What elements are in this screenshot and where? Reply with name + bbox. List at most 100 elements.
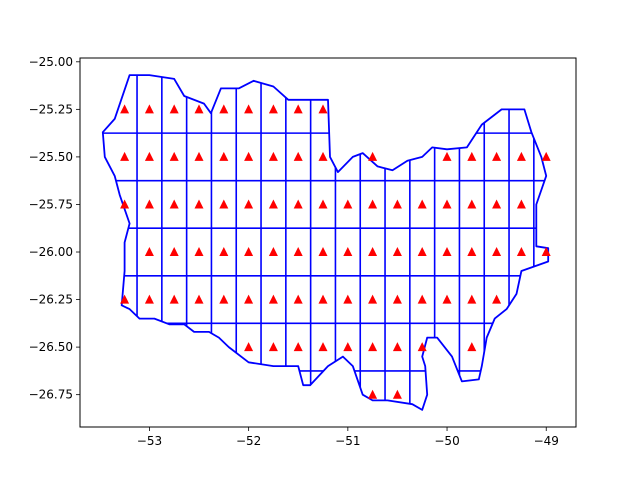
data-point-marker — [144, 247, 154, 256]
data-point-marker — [318, 294, 328, 304]
data-point-marker — [368, 247, 378, 256]
data-point-marker — [442, 247, 452, 256]
data-point-marker — [219, 151, 229, 161]
data-point-marker — [120, 199, 130, 209]
data-point-marker — [169, 151, 179, 161]
x-tick-label: −50 — [434, 434, 459, 448]
data-point-marker — [293, 342, 303, 352]
data-point-marker — [442, 151, 452, 161]
data-point-marker — [120, 294, 130, 304]
data-point-marker — [194, 199, 204, 209]
data-point-marker — [343, 294, 353, 304]
x-tick-label: −53 — [137, 434, 162, 448]
data-point-marker — [318, 342, 328, 352]
data-point-marker — [467, 247, 477, 256]
data-point-marker — [268, 199, 278, 209]
data-point-marker — [244, 104, 254, 114]
data-point-marker — [169, 104, 179, 114]
data-point-marker — [417, 247, 427, 256]
data-point-marker — [392, 199, 402, 209]
data-point-marker — [442, 199, 452, 209]
data-point-marker — [293, 199, 303, 209]
x-tick-label: −51 — [335, 434, 360, 448]
y-tick-label: −26.25 — [29, 293, 73, 307]
data-point-marker — [268, 104, 278, 114]
data-point-marker — [467, 151, 477, 161]
data-point-marker — [293, 104, 303, 114]
data-point-marker — [516, 247, 526, 256]
data-point-marker — [219, 104, 229, 114]
region-boundary — [101, 74, 550, 411]
y-tick-label: −25.75 — [29, 197, 73, 211]
data-point-marker — [293, 151, 303, 161]
data-point-marker — [467, 199, 477, 209]
data-point-marker — [293, 247, 303, 256]
data-point-marker — [368, 389, 378, 399]
data-point-marker — [368, 151, 378, 161]
x-tick-label: −52 — [236, 434, 261, 448]
data-point-marker — [120, 104, 130, 114]
data-point-marker — [268, 294, 278, 304]
y-tick-label: −26.00 — [29, 245, 73, 259]
data-point-marker — [541, 247, 551, 256]
data-point-marker — [417, 342, 427, 352]
data-point-marker — [343, 199, 353, 209]
data-point-marker — [194, 104, 204, 114]
data-point-marker — [516, 199, 526, 209]
data-point-marker — [343, 342, 353, 352]
data-point-marker — [492, 294, 502, 304]
data-point-marker — [169, 294, 179, 304]
data-point-marker — [492, 199, 502, 209]
data-point-marker — [268, 247, 278, 256]
data-point-marker — [392, 389, 402, 399]
data-point-marker — [219, 199, 229, 209]
data-point-marker — [392, 342, 402, 352]
data-point-marker — [368, 199, 378, 209]
data-point-marker — [144, 294, 154, 304]
data-point-marker — [293, 294, 303, 304]
x-tick-label: −49 — [534, 434, 559, 448]
data-point-marker — [244, 151, 254, 161]
data-point-marker — [194, 151, 204, 161]
y-tick-label: −25.50 — [29, 150, 73, 164]
marker-layer — [120, 104, 551, 399]
data-point-marker — [492, 247, 502, 256]
data-point-marker — [144, 199, 154, 209]
data-point-marker — [244, 342, 254, 352]
data-point-marker — [169, 247, 179, 256]
data-point-marker — [169, 199, 179, 209]
data-point-marker — [516, 151, 526, 161]
data-point-marker — [194, 247, 204, 256]
data-point-marker — [492, 151, 502, 161]
data-point-marker — [268, 151, 278, 161]
data-point-marker — [219, 247, 229, 256]
data-point-marker — [144, 104, 154, 114]
data-point-marker — [343, 247, 353, 256]
data-point-marker — [268, 342, 278, 352]
data-point-marker — [392, 247, 402, 256]
data-point-marker — [244, 199, 254, 209]
y-axis: −25.00 −25.25 −25.50 −25.75 −26.00 −26.25 −26.… — [29, 55, 80, 402]
x-axis: −53 −52 −51 −50 −49 — [137, 427, 559, 448]
data-point-marker — [368, 342, 378, 352]
data-point-marker — [467, 294, 477, 304]
data-point-marker — [368, 294, 378, 304]
data-point-marker — [318, 247, 328, 256]
data-point-marker — [442, 294, 452, 304]
data-point-marker — [392, 294, 402, 304]
data-point-marker — [417, 199, 427, 209]
data-point-marker — [417, 294, 427, 304]
data-point-marker — [219, 294, 229, 304]
data-point-marker — [318, 199, 328, 209]
data-point-marker — [467, 342, 477, 352]
plot-frame — [79, 57, 577, 428]
data-point-marker — [318, 104, 328, 114]
data-point-marker — [318, 151, 328, 161]
data-point-marker — [144, 151, 154, 161]
data-point-marker — [541, 151, 551, 161]
y-tick-label: −26.50 — [29, 340, 73, 354]
y-tick-label: −25.25 — [29, 102, 73, 116]
data-point-marker — [194, 294, 204, 304]
